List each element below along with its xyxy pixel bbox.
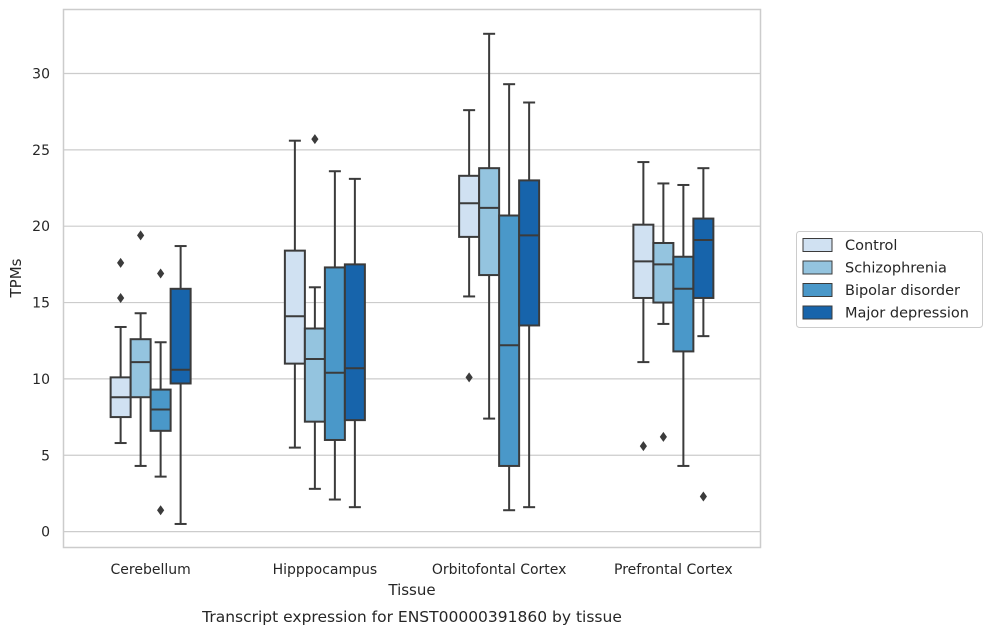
- box-iqr: [323, 266, 346, 441]
- legend-swatch: [802, 238, 833, 252]
- box-2-3: [518, 101, 541, 509]
- y-tick-label: 15: [32, 296, 50, 312]
- outlier-point: [659, 431, 667, 442]
- legend-swatch: [802, 260, 833, 275]
- x-axis-label: Tissue: [387, 581, 435, 599]
- box-iqr: [343, 263, 366, 422]
- box-0-3: [169, 245, 192, 525]
- box-3-0: [632, 161, 655, 452]
- box-1-1: [303, 134, 326, 490]
- legend-label: Bipolar disorder: [845, 283, 960, 299]
- box-iqr: [478, 167, 501, 277]
- box-2-0: [458, 109, 481, 383]
- box-iqr: [692, 217, 715, 299]
- box-iqr: [129, 338, 152, 399]
- outlier-point: [137, 230, 145, 241]
- box-1-3: [343, 177, 366, 509]
- box-1-2: [323, 170, 346, 501]
- box-3-1: [652, 182, 675, 442]
- y-tick-label: 25: [32, 143, 50, 159]
- outlier-point: [639, 441, 647, 452]
- legend: Control Schizophrenia Bipolar disorder Majo…: [796, 231, 983, 328]
- box-1-0: [283, 139, 306, 449]
- outlier-point: [117, 257, 125, 268]
- x-tick-label: Prefrontal Cortex: [614, 562, 733, 578]
- box-iqr: [518, 179, 541, 327]
- outlier-point: [311, 134, 319, 145]
- legend-frame: [796, 231, 983, 328]
- box-3-2: [672, 183, 695, 467]
- y-tick-label: 0: [41, 525, 50, 541]
- box-iqr: [303, 327, 326, 423]
- box-iqr: [498, 214, 521, 467]
- box-3-3: [692, 167, 715, 502]
- outlier-point: [465, 372, 473, 383]
- box-iqr: [283, 249, 306, 365]
- y-axis-label: TPMs: [7, 258, 25, 298]
- box-iqr: [169, 287, 192, 385]
- plot-frame: [62, 8, 762, 549]
- box-series: [109, 32, 715, 525]
- legend-label: Schizophrenia: [845, 261, 947, 277]
- legend-swatch: [802, 283, 833, 297]
- x-tick-labels: Cerebellum Hipppocampus Orbitofontal Corte…: [111, 562, 733, 578]
- x-tick-label: Cerebellum: [111, 562, 191, 578]
- box-iqr: [672, 255, 695, 353]
- outlier-point: [157, 268, 165, 279]
- box-iqr: [458, 174, 481, 238]
- box-2-2: [498, 83, 521, 512]
- box-0-2: [149, 268, 172, 516]
- x-tick-label: Hipppocampus: [273, 562, 378, 578]
- outlier-point: [117, 292, 125, 303]
- legend-swatch: [802, 305, 833, 320]
- chart-caption: Transcript expression for ENST0000039186…: [201, 608, 622, 626]
- y-tick-label: 20: [32, 219, 50, 235]
- box-2-1: [478, 32, 501, 420]
- box-0-1: [129, 230, 152, 467]
- y-tick-label: 30: [32, 67, 50, 83]
- outlier-point: [699, 491, 707, 502]
- y-tick-label: 5: [41, 448, 50, 464]
- y-tick-labels: 0 5 10 15 20 25 30: [32, 67, 50, 541]
- legend-label: Control: [845, 238, 897, 254]
- outlier-point: [157, 505, 165, 516]
- legend-label: Major depression: [845, 306, 969, 322]
- y-tick-label: 10: [32, 372, 50, 388]
- legend-items: Control Schizophrenia Bipolar disorder Majo…: [802, 238, 969, 322]
- x-tick-label: Orbitofontal Cortex: [432, 562, 567, 578]
- box-iqr: [652, 241, 675, 304]
- box-0-0: [109, 257, 132, 445]
